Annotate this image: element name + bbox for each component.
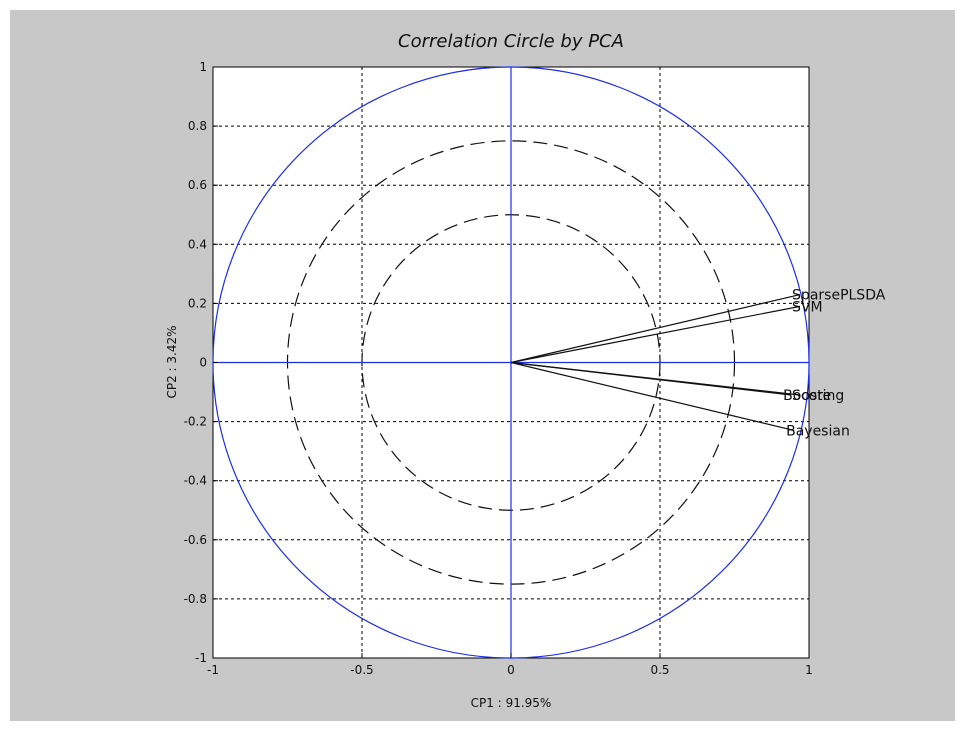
vector-score xyxy=(510,361,801,396)
y-tick-label: -0.6 xyxy=(184,533,207,547)
chart-title: Correlation Circle by PCA xyxy=(398,31,624,52)
variable-label-sparseplsda: SparsePLSDA xyxy=(792,288,886,304)
y-tick-label: 0.2 xyxy=(188,296,207,310)
x-tick-label: 1 xyxy=(805,663,813,677)
y-tick-label: 0.4 xyxy=(188,237,207,251)
y-tick-label: -0.2 xyxy=(184,415,207,429)
vector-svm xyxy=(510,305,801,364)
variable-label-svm: SVM xyxy=(792,299,823,315)
tick-labels: -1 -0.5 0 0.5 1 -1 -0.8 -0.6 -0.4 -0.2 0 0.2 0.4 0.6 0… xyxy=(184,60,813,677)
vector-bayesian xyxy=(510,361,795,432)
y-tick-label: -1 xyxy=(195,651,207,665)
x-axis-label: CP1 : 91.95% xyxy=(471,696,552,710)
figure-frame: -1 -0.5 0 0.5 1 -1 -0.8 -0.6 -0.4 -0.2 0 0.2 0.4 0.6 0… xyxy=(10,10,955,721)
y-tick-label: -0.4 xyxy=(184,474,207,488)
x-tick-label: -0.5 xyxy=(350,663,373,677)
variable-label-bayesian: Bayesian xyxy=(786,423,850,439)
correlation-circle-chart: -1 -0.5 0 0.5 1 -1 -0.8 -0.6 -0.4 -0.2 0 0.2 0.4 0.6 0… xyxy=(165,31,886,710)
y-axis-label: CP2 : 3.42% xyxy=(165,325,179,398)
x-tick-label: 0.5 xyxy=(650,663,669,677)
variable-vectors xyxy=(510,293,801,432)
vector-sparseplsda xyxy=(510,293,801,364)
y-tick-label: 0 xyxy=(199,356,207,370)
x-tick-label: -1 xyxy=(207,663,219,677)
x-tick-label: 0 xyxy=(507,663,515,677)
y-tick-label: 1 xyxy=(199,60,207,74)
variable-label-score: Score xyxy=(792,388,831,404)
y-tick-label: 0.8 xyxy=(188,119,207,133)
y-tick-label: -0.8 xyxy=(184,592,207,606)
variable-label-boosting: Boosting xyxy=(783,388,844,404)
y-tick-label: 0.6 xyxy=(188,178,207,192)
